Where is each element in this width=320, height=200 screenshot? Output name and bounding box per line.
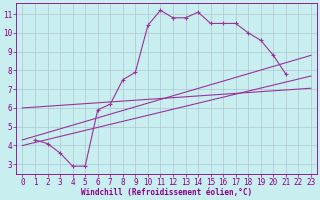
X-axis label: Windchill (Refroidissement éolien,°C): Windchill (Refroidissement éolien,°C) <box>81 188 252 197</box>
